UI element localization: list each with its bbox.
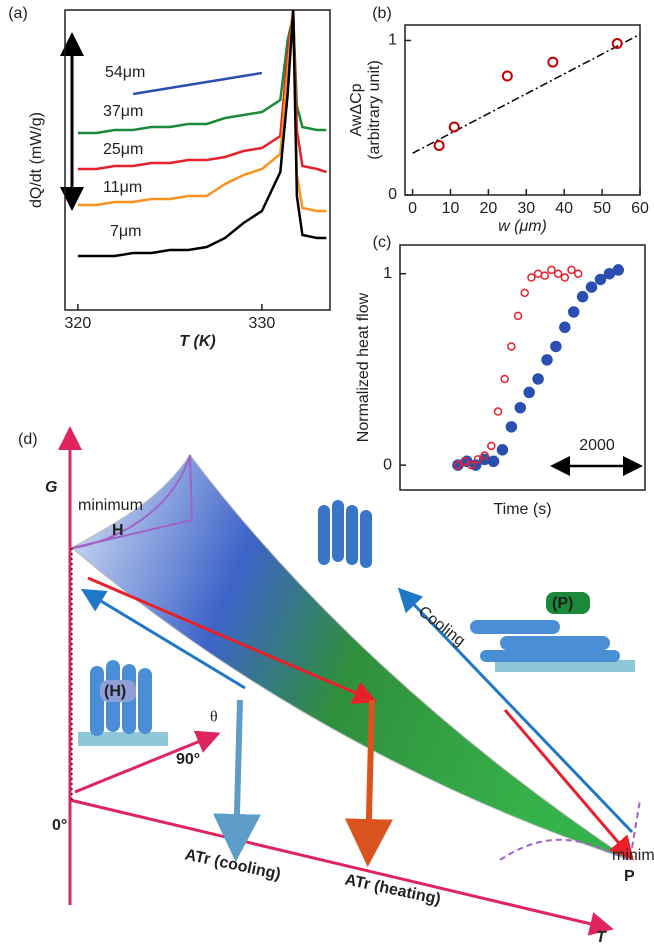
point — [555, 270, 562, 277]
diagram-label: θ — [210, 709, 218, 726]
x-axis-label: w (μm) — [498, 218, 547, 235]
diagram-label: H — [112, 522, 124, 539]
plot-frame — [405, 25, 640, 195]
point — [535, 270, 542, 277]
curve — [133, 73, 262, 94]
diagram-label: (P) — [552, 595, 573, 612]
x-tick-label: 320 — [65, 315, 92, 332]
point — [450, 123, 459, 132]
point — [587, 282, 597, 292]
point — [506, 422, 516, 432]
diagram-label: Cooling — [415, 603, 468, 650]
point — [569, 307, 579, 317]
diagram-label: minimum — [78, 497, 143, 514]
point — [495, 408, 502, 415]
atr-cooling-arrow — [236, 700, 240, 850]
x-tick-label: 40 — [555, 200, 573, 217]
x-tick-label: 30 — [517, 200, 535, 217]
point — [515, 312, 522, 319]
series-label: 25μm — [103, 141, 143, 158]
atr-heating-arrow — [368, 700, 372, 855]
diagram-label: P — [624, 868, 635, 885]
diagram-label: 90° — [176, 751, 200, 768]
y-axis-label: Normalized heat flow — [355, 292, 372, 442]
y-axis-label: AwΔCp — [348, 83, 365, 136]
point — [548, 58, 557, 67]
point — [515, 403, 525, 413]
point — [560, 322, 570, 332]
series-label: 37μm — [103, 103, 143, 120]
rods-p — [470, 620, 620, 662]
point — [524, 387, 534, 397]
fit-line — [413, 34, 640, 153]
point — [613, 265, 623, 275]
diagram-label: 0° — [52, 817, 67, 834]
y-tick-label: 1 — [388, 32, 397, 49]
panel-label: (b) — [372, 5, 392, 22]
point — [551, 341, 561, 351]
point — [489, 456, 499, 466]
point — [595, 274, 605, 284]
point — [435, 141, 444, 150]
diagram-label: minimum — [612, 847, 654, 864]
point — [575, 270, 582, 277]
series-label: 7μm — [110, 223, 141, 240]
series-label: 11μm — [103, 179, 142, 196]
point — [508, 343, 515, 350]
x-tick-label: 20 — [479, 200, 497, 217]
series-label: 54μm — [105, 64, 145, 81]
x-axis-label: T (K) — [179, 333, 215, 350]
diagram-label: T — [596, 929, 607, 945]
point — [541, 272, 548, 279]
point — [561, 274, 568, 281]
diagram-label: (H) — [104, 683, 126, 700]
y-tick-label: 1 — [383, 265, 392, 282]
figure: (a)320330T (K)dQ/dt (mW/g)54μm37μm25μm11… — [0, 0, 654, 945]
point — [497, 445, 507, 455]
x-tick-label: 60 — [631, 200, 649, 217]
point — [521, 289, 528, 296]
x-axis-label: Time (s) — [493, 501, 551, 518]
point — [568, 266, 575, 273]
x-tick-label: 10 — [442, 200, 460, 217]
y-tick-label: 0 — [383, 456, 392, 473]
point — [548, 266, 555, 273]
point — [528, 274, 535, 281]
y-tick-label: 0 — [388, 186, 397, 203]
x-tick-label: 50 — [593, 200, 611, 217]
panel-label: (c) — [373, 234, 392, 251]
y-axis-label: dQ/dt (mW/g) — [28, 112, 45, 208]
point — [503, 72, 512, 81]
substrate — [78, 732, 168, 746]
rods-mid — [318, 500, 372, 568]
diagram-label: ATr (cooling) — [183, 846, 282, 883]
diagram — [70, 432, 640, 928]
point — [501, 375, 508, 382]
point — [578, 292, 588, 302]
diagram-label: (d) — [18, 431, 38, 448]
point — [542, 355, 552, 365]
x-tick-label: 330 — [249, 315, 276, 332]
point — [533, 374, 543, 384]
panel-label: (a) — [8, 5, 28, 22]
x-tick-label: 0 — [408, 200, 417, 217]
y-axis-label: (arbitrary unit) — [366, 60, 383, 160]
point — [488, 442, 495, 449]
annotation: 2000 — [579, 437, 615, 454]
diagram-label: G — [45, 479, 57, 496]
